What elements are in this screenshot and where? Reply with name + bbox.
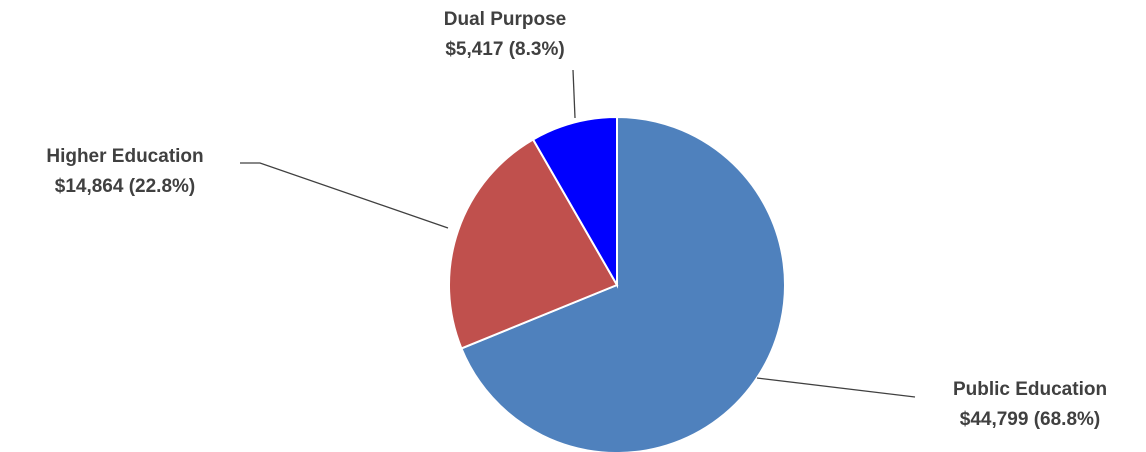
- slice-value-label: $5,417 (8.3%): [445, 39, 564, 60]
- leader-line: [756, 377, 916, 398]
- pie-slice: [460, 115, 786, 452]
- slice-label: Public Education: [953, 379, 1107, 400]
- slice-label: Dual Purpose: [444, 9, 566, 30]
- slice-label: Higher Education: [46, 146, 203, 167]
- slice-value-label: $14,864 (22.8%): [55, 176, 196, 197]
- pie-slice: [531, 115, 618, 289]
- leader-line: [240, 162, 449, 229]
- leader-line: [572, 69, 576, 119]
- pie-slice: [448, 138, 619, 350]
- slice-value-label: $44,799 (68.8%): [960, 409, 1101, 430]
